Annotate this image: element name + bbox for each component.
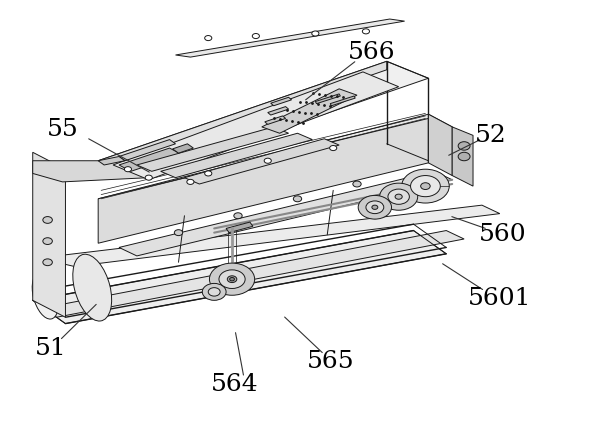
Circle shape <box>234 213 242 219</box>
Polygon shape <box>226 222 253 233</box>
Circle shape <box>293 196 302 202</box>
Circle shape <box>330 146 337 151</box>
Polygon shape <box>98 118 428 243</box>
Circle shape <box>43 217 52 223</box>
Circle shape <box>43 259 52 266</box>
Circle shape <box>187 179 194 184</box>
Circle shape <box>205 36 212 41</box>
Circle shape <box>209 263 255 295</box>
Polygon shape <box>98 157 125 165</box>
Polygon shape <box>98 61 387 169</box>
Circle shape <box>458 152 470 161</box>
Polygon shape <box>39 205 500 266</box>
Circle shape <box>208 288 220 296</box>
Polygon shape <box>161 133 312 178</box>
Circle shape <box>388 189 409 204</box>
Circle shape <box>411 176 440 197</box>
Circle shape <box>219 270 245 288</box>
Ellipse shape <box>73 254 112 321</box>
Ellipse shape <box>32 273 58 319</box>
Circle shape <box>205 171 212 176</box>
Polygon shape <box>33 161 149 182</box>
Text: 52: 52 <box>475 124 507 147</box>
Polygon shape <box>315 94 340 104</box>
Circle shape <box>230 277 234 281</box>
Polygon shape <box>176 19 405 57</box>
Polygon shape <box>452 127 473 186</box>
Circle shape <box>174 230 183 236</box>
Circle shape <box>358 195 392 219</box>
Circle shape <box>43 238 52 244</box>
Circle shape <box>402 169 449 203</box>
Text: 55: 55 <box>46 118 79 140</box>
Circle shape <box>353 181 361 187</box>
Circle shape <box>252 33 259 38</box>
Polygon shape <box>98 114 452 212</box>
Polygon shape <box>39 231 464 317</box>
Polygon shape <box>268 107 289 115</box>
Polygon shape <box>262 89 357 133</box>
Polygon shape <box>119 148 181 171</box>
Circle shape <box>227 276 237 283</box>
Circle shape <box>145 175 152 180</box>
Circle shape <box>372 205 378 209</box>
Polygon shape <box>330 96 355 106</box>
Circle shape <box>202 283 226 300</box>
Text: 51: 51 <box>35 338 67 360</box>
Polygon shape <box>33 152 65 317</box>
Circle shape <box>362 29 369 34</box>
Circle shape <box>312 31 319 36</box>
Polygon shape <box>119 140 176 161</box>
Polygon shape <box>33 231 446 324</box>
Polygon shape <box>265 116 286 124</box>
Polygon shape <box>173 144 193 153</box>
Circle shape <box>366 201 384 214</box>
Circle shape <box>264 158 271 163</box>
Circle shape <box>458 142 470 150</box>
Polygon shape <box>119 171 452 256</box>
Circle shape <box>380 183 418 210</box>
Polygon shape <box>184 139 339 184</box>
Text: 566: 566 <box>348 41 396 64</box>
Text: 5601: 5601 <box>468 287 531 310</box>
Text: 565: 565 <box>306 350 354 373</box>
Text: 564: 564 <box>211 374 259 396</box>
Polygon shape <box>137 127 289 171</box>
Polygon shape <box>428 114 452 176</box>
Circle shape <box>421 183 430 190</box>
Circle shape <box>395 194 402 199</box>
Polygon shape <box>113 72 399 180</box>
Text: 560: 560 <box>479 223 527 246</box>
Polygon shape <box>271 97 292 106</box>
Circle shape <box>124 167 131 172</box>
Polygon shape <box>98 61 428 178</box>
